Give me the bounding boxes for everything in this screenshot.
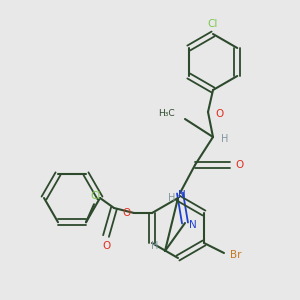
Text: N: N — [189, 220, 197, 230]
Text: Br: Br — [230, 250, 242, 260]
Text: Cl: Cl — [208, 19, 218, 29]
Text: N: N — [178, 190, 186, 200]
Text: H: H — [221, 134, 229, 144]
Text: H: H — [168, 193, 176, 203]
Text: O: O — [236, 160, 244, 170]
Text: H: H — [151, 241, 159, 251]
Text: O: O — [122, 208, 130, 218]
Text: Cl: Cl — [91, 191, 101, 201]
Text: H₃C: H₃C — [158, 110, 175, 118]
Text: O: O — [216, 109, 224, 119]
Text: O: O — [102, 241, 110, 251]
